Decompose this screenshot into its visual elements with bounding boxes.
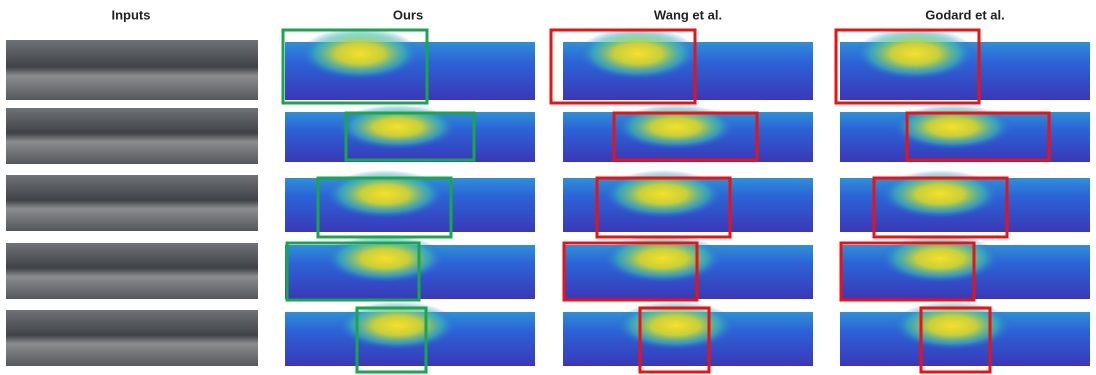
depth-far-region — [855, 27, 975, 79]
input-photo — [6, 175, 258, 231]
column-title: Wang et al. — [654, 7, 722, 22]
depth-far-region — [880, 234, 1000, 283]
column-title: Inputs — [112, 7, 151, 22]
depth-far-region — [300, 27, 420, 79]
column-title: Ours — [393, 7, 423, 22]
depth-far-region — [616, 105, 736, 150]
page: Inputs Ours Wang et al. Godard et al. ((… — [0, 0, 1096, 375]
depth-far-region — [893, 105, 1013, 150]
depth-far-region — [338, 105, 458, 150]
input-photo — [6, 243, 258, 299]
input-photo — [6, 310, 258, 366]
input-photo — [6, 108, 258, 164]
column-title: Godard et al. — [925, 7, 1004, 22]
depth-far-region — [603, 234, 723, 283]
input-photo — [6, 40, 258, 100]
depth-far-region — [578, 27, 698, 79]
figure: Inputs Ours Wang et al. Godard et al. — [0, 0, 1096, 375]
depth-far-region — [325, 234, 445, 283]
